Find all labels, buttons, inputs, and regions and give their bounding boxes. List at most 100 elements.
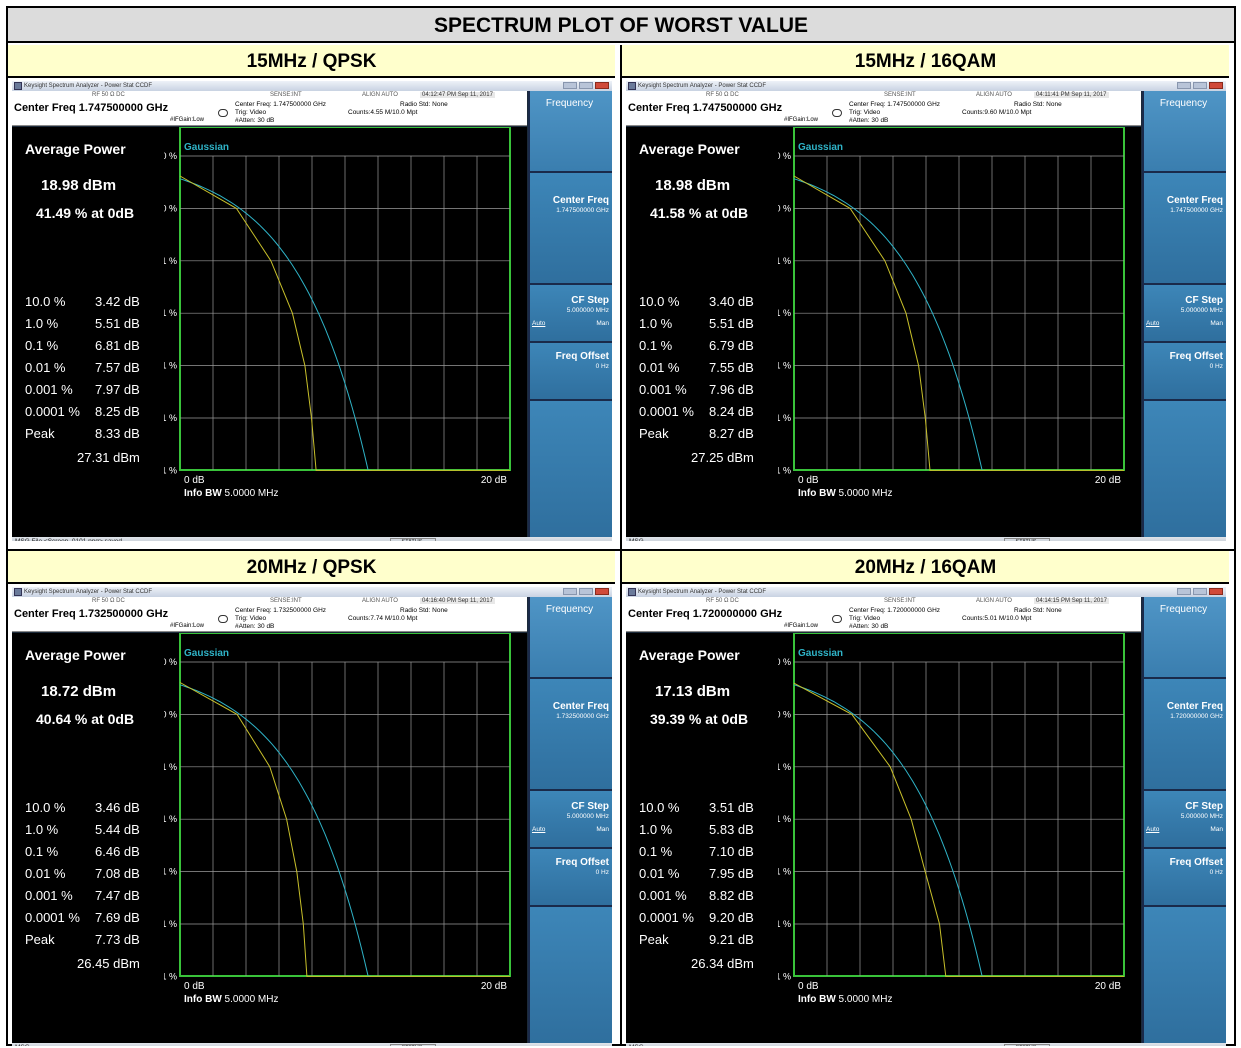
average-power-label: Average Power: [639, 141, 740, 157]
message-area: MSG: [629, 537, 644, 541]
window-controls: [1177, 82, 1223, 90]
center-freq-softkey[interactable]: Center Freq 1.747500000 GHz: [1144, 173, 1226, 283]
measured-ccdf-curve: [793, 682, 1124, 977]
minimize-button[interactable]: [1177, 588, 1191, 595]
menu-title-frequency[interactable]: Frequency: [530, 597, 612, 677]
analyzer-panel-1: 15MHz / QPSK Keysight Spectrum Analyzer …: [8, 45, 615, 549]
cf-step-auto[interactable]: Auto: [532, 826, 546, 833]
stat-value: 5.83 dB: [709, 822, 754, 837]
status-box[interactable]: [1004, 538, 1050, 541]
center-freq-readout[interactable]: Center Freq 1.732500000 GHz: [14, 608, 169, 620]
cf-step-man[interactable]: Man: [596, 826, 609, 833]
center-freq-softkey-value: 1.720000000 GHz: [1170, 713, 1223, 720]
menu-title-frequency[interactable]: Frequency: [1144, 597, 1226, 677]
cf-step-label: CF Step: [571, 801, 609, 812]
y-tick-label: 0.1 %: [778, 308, 791, 318]
empty-softkey[interactable]: [530, 907, 612, 1043]
cf-step-man[interactable]: Man: [596, 320, 609, 327]
center-freq-readout[interactable]: Center Freq 1.747500000 GHz: [14, 102, 169, 114]
minimize-button[interactable]: [563, 82, 577, 89]
minimize-button[interactable]: [563, 588, 577, 595]
app-icon: [628, 588, 636, 596]
cf-step-man[interactable]: Man: [1210, 320, 1223, 327]
status-bar: MSG STATUS: [626, 537, 1226, 541]
stat-label: 1.0 %: [639, 316, 673, 331]
maximize-button[interactable]: [1193, 588, 1207, 595]
stat-label: 10.0 %: [639, 800, 680, 815]
softkey-panel: Frequency Center Freq 1.747500000 GHz CF …: [528, 91, 612, 537]
gaussian-curve: [793, 178, 986, 471]
maximize-button[interactable]: [579, 82, 593, 89]
stat-label: 0.1 %: [25, 338, 59, 353]
gaussian-label: Gaussian: [798, 648, 843, 659]
analyzer-screenshot: Keysight Spectrum Analyzer - Power Stat …: [12, 81, 612, 541]
empty-softkey[interactable]: [530, 401, 612, 537]
x-end-label: 20 dB: [1095, 981, 1121, 992]
average-power-label: Average Power: [25, 647, 126, 663]
cf-step-softkey[interactable]: CF Step 5.000000 MHz Auto Man: [530, 285, 612, 341]
percent-at-0db: 41.58 % at 0dB: [650, 205, 749, 221]
maximize-button[interactable]: [1193, 82, 1207, 89]
stat-label: 10.0 %: [639, 294, 680, 309]
menu-title-frequency[interactable]: Frequency: [1144, 91, 1226, 171]
center-freq-line: Center Freq: 1.747500000 GHz: [235, 101, 327, 108]
y-tick-label: 0.001 %: [164, 919, 177, 929]
freq-offset-softkey[interactable]: Freq Offset 0 Hz: [530, 343, 612, 399]
cf-step-value: 5.000000 MHz: [1180, 813, 1223, 820]
cf-step-softkey[interactable]: CF Step 5.000000 MHz Auto Man: [1144, 285, 1226, 341]
ccdf-plot: 100 % 10 % 1 % 0.1 % 0.01 % 0.001 % 0.0001 % Ga…: [164, 127, 527, 537]
close-button[interactable]: [595, 82, 609, 89]
stat-label: 1.0 %: [25, 822, 59, 837]
window-controls: [1177, 588, 1223, 596]
empty-softkey[interactable]: [1144, 401, 1226, 537]
stat-label: 1.0 %: [639, 822, 673, 837]
freq-offset-softkey[interactable]: Freq Offset 0 Hz: [1144, 849, 1226, 905]
center-freq-readout[interactable]: Center Freq 1.747500000 GHz: [628, 102, 783, 114]
status-box[interactable]: [1004, 1044, 1050, 1046]
stat-label: 0.0001 %: [639, 910, 694, 925]
x-start-label: 0 dB: [184, 981, 205, 992]
close-button[interactable]: [595, 588, 609, 595]
cf-step-softkey[interactable]: CF Step 5.000000 MHz Auto Man: [1144, 791, 1226, 847]
attenuation-setting: #Atten: 30 dB: [849, 117, 889, 124]
stat-value: 5.51 dB: [709, 316, 754, 331]
softkey-panel: Frequency Center Freq 1.747500000 GHz CF …: [1142, 91, 1226, 537]
cf-step-auto[interactable]: Auto: [1146, 320, 1160, 327]
y-tick-label: 0.0001 %: [778, 465, 791, 475]
maximize-button[interactable]: [579, 588, 593, 595]
counts-readout: Counts:9.60 M/10.0 Mpt: [962, 109, 1032, 116]
ccdf-plot: 100 % 10 % 1 % 0.1 % 0.01 % 0.001 % 0.0001 % Ga…: [778, 633, 1141, 1043]
x-start-label: 0 dB: [798, 981, 819, 992]
cf-step-softkey[interactable]: CF Step 5.000000 MHz Auto Man: [530, 791, 612, 847]
center-freq-readout[interactable]: Center Freq 1.720000000 GHz: [628, 608, 783, 620]
status-box[interactable]: [390, 1044, 436, 1046]
center-freq-softkey[interactable]: Center Freq 1.720000000 GHz: [1144, 679, 1226, 789]
cf-step-auto[interactable]: Auto: [1146, 826, 1160, 833]
y-tick-label: 1 %: [778, 256, 791, 266]
stat-label: 10.0 %: [25, 294, 66, 309]
column-divider: [620, 45, 622, 1046]
attenuation-setting: #Atten: 30 dB: [235, 623, 275, 630]
stat-value: 6.46 dB: [95, 844, 140, 859]
stat-value: 9.20 dB: [709, 910, 754, 925]
app-icon: [628, 82, 636, 90]
freq-offset-softkey[interactable]: Freq Offset 0 Hz: [1144, 343, 1226, 399]
minimize-button[interactable]: [1177, 82, 1191, 89]
empty-softkey[interactable]: [1144, 907, 1226, 1043]
center-freq-softkey[interactable]: Center Freq 1.747500000 GHz: [530, 173, 612, 283]
average-power-value: 17.13 dBm: [655, 683, 731, 700]
status-box[interactable]: [390, 538, 436, 541]
gaussian-curve: [793, 684, 986, 977]
window-controls: [563, 82, 609, 90]
cf-step-man[interactable]: Man: [1210, 826, 1223, 833]
close-button[interactable]: [1209, 588, 1223, 595]
menu-title-frequency[interactable]: Frequency: [530, 91, 612, 171]
freq-offset-softkey[interactable]: Freq Offset 0 Hz: [530, 849, 612, 905]
center-freq-softkey[interactable]: Center Freq 1.732500000 GHz: [530, 679, 612, 789]
center-freq-softkey-value: 1.747500000 GHz: [1170, 207, 1223, 214]
cf-step-auto[interactable]: Auto: [532, 320, 546, 327]
y-tick-label: 0.1 %: [164, 814, 177, 824]
close-button[interactable]: [1209, 82, 1223, 89]
cf-step-label: CF Step: [1185, 295, 1223, 306]
stat-label: Peak: [639, 932, 669, 947]
